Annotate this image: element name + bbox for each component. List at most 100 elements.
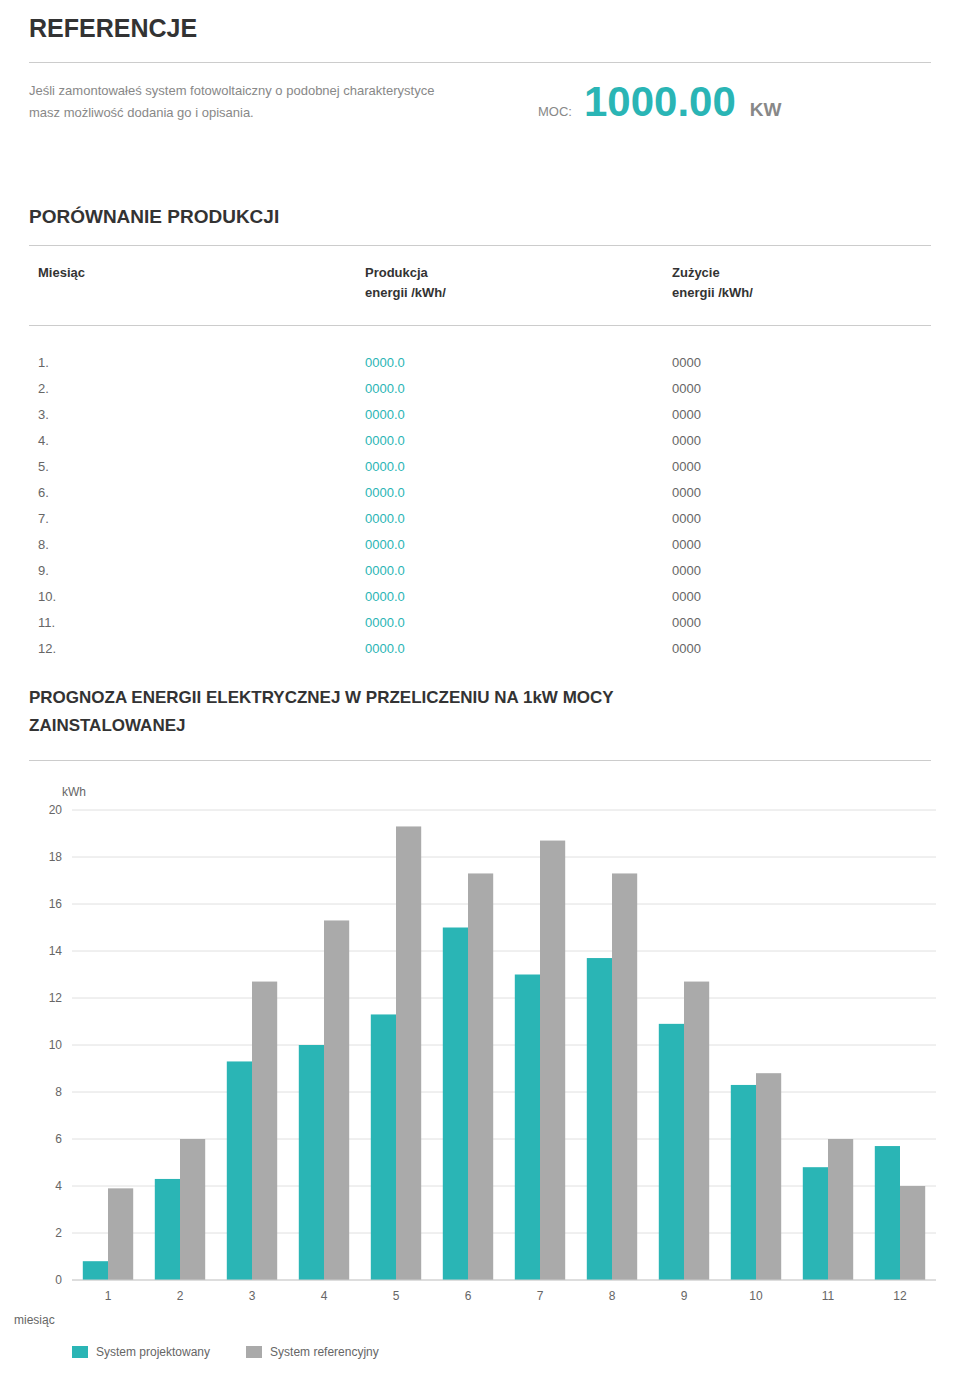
grid bbox=[72, 810, 936, 1280]
table-header: Produkcja energii /kWh/ bbox=[365, 263, 446, 302]
divider bbox=[29, 760, 931, 761]
bar bbox=[803, 1167, 828, 1280]
grid-line bbox=[72, 904, 936, 905]
section-title: PROGNOZA ENERGII ELEKTRYCZNEJ W PRZELICZ… bbox=[29, 688, 614, 708]
table-cell: 5. bbox=[38, 454, 49, 480]
power-label: MOC: bbox=[538, 104, 572, 119]
grid-line bbox=[72, 1280, 936, 1281]
grid-line bbox=[72, 998, 936, 999]
table-cell: 10. bbox=[38, 584, 56, 610]
table-cell: 3. bbox=[38, 402, 49, 428]
legend-label: System referencyjny bbox=[270, 1345, 379, 1359]
bar bbox=[299, 1045, 324, 1280]
y-tick-label: 12 bbox=[49, 991, 63, 1005]
x-tick-label: 3 bbox=[249, 1289, 256, 1303]
x-tick-label: 1 bbox=[105, 1289, 112, 1303]
y-axis-label: kWh bbox=[62, 785, 86, 799]
y-tick-label: 4 bbox=[55, 1179, 62, 1193]
table-cell: 9. bbox=[38, 558, 49, 584]
power-value: 1000.00 bbox=[584, 78, 736, 126]
table-cell: 2. bbox=[38, 376, 49, 402]
table-cell: 6. bbox=[38, 480, 49, 506]
bar bbox=[324, 920, 349, 1280]
bar bbox=[468, 873, 493, 1280]
x-tick-label: 10 bbox=[749, 1289, 763, 1303]
table-cell: 0000.0 bbox=[365, 402, 405, 428]
grid-line bbox=[72, 857, 936, 858]
y-tick-label: 14 bbox=[49, 944, 63, 958]
y-tick-label: 8 bbox=[55, 1085, 62, 1099]
y-tick-label: 20 bbox=[49, 803, 63, 817]
power-unit: KW bbox=[750, 99, 782, 121]
table-cell: 0000 bbox=[672, 532, 701, 558]
table-cell: 0000 bbox=[672, 376, 701, 402]
page-title: REFERENCJE bbox=[29, 14, 197, 43]
divider bbox=[29, 62, 931, 63]
table-header: Zużycie energii /kWh/ bbox=[672, 263, 753, 302]
legend-item: System referencyjny bbox=[246, 1345, 379, 1359]
bar bbox=[659, 1024, 684, 1280]
x-tick-label: 6 bbox=[465, 1289, 472, 1303]
bar bbox=[875, 1146, 900, 1280]
y-tick-label: 10 bbox=[49, 1038, 63, 1052]
subtitle: Jeśli zamontowałeś system fotowoltaiczny… bbox=[29, 80, 434, 124]
table-cell: 0000 bbox=[672, 584, 701, 610]
table-cell: 0000 bbox=[672, 350, 701, 376]
bar bbox=[155, 1179, 180, 1280]
section-title: ZAINSTALOWANEJ bbox=[29, 716, 185, 736]
table-cell: 0000.0 bbox=[365, 376, 405, 402]
legend-swatch bbox=[72, 1346, 88, 1358]
bar bbox=[371, 1014, 396, 1280]
x-tick-label: 12 bbox=[893, 1289, 907, 1303]
table-header: Miesiąc bbox=[38, 263, 85, 283]
table-cell: 12. bbox=[38, 636, 56, 662]
table-cell: 0000.0 bbox=[365, 350, 405, 376]
table-cell: 0000 bbox=[672, 480, 701, 506]
table-cell: 4. bbox=[38, 428, 49, 454]
bar bbox=[252, 982, 277, 1280]
table-cell: 0000.0 bbox=[365, 558, 405, 584]
x-tick-label: 9 bbox=[681, 1289, 688, 1303]
table-cell: 7. bbox=[38, 506, 49, 532]
y-tick-label: 18 bbox=[49, 850, 63, 864]
table-cell: 0000 bbox=[672, 636, 701, 662]
x-tick-label: 5 bbox=[393, 1289, 400, 1303]
divider bbox=[29, 245, 931, 246]
bar bbox=[612, 873, 637, 1280]
bar bbox=[540, 841, 565, 1280]
x-axis-label: miesiąc bbox=[14, 1313, 55, 1327]
divider bbox=[29, 325, 931, 326]
table-cell: 0000 bbox=[672, 428, 701, 454]
table-cell: 0000 bbox=[672, 506, 701, 532]
table-cell: 0000.0 bbox=[365, 480, 405, 506]
power-box: MOC: 1000.00 KW bbox=[538, 78, 781, 126]
table-cell: 1. bbox=[38, 350, 49, 376]
table-cell: 0000 bbox=[672, 454, 701, 480]
y-tick-label: 0 bbox=[55, 1273, 62, 1287]
x-tick-label: 7 bbox=[537, 1289, 544, 1303]
grid-line bbox=[72, 810, 936, 811]
table-cell: 0000 bbox=[672, 610, 701, 636]
bar bbox=[443, 928, 468, 1281]
y-tick-label: 16 bbox=[49, 897, 63, 911]
x-tick-label: 2 bbox=[177, 1289, 184, 1303]
grid-line bbox=[72, 1092, 936, 1093]
bar bbox=[828, 1139, 853, 1280]
table-cell: 0000.0 bbox=[365, 584, 405, 610]
x-tick-label: 4 bbox=[321, 1289, 328, 1303]
table-cell: 8. bbox=[38, 532, 49, 558]
grid-line bbox=[72, 1045, 936, 1046]
table-cell: 0000 bbox=[672, 558, 701, 584]
table-cell: 0000 bbox=[672, 402, 701, 428]
x-axis-line bbox=[72, 1280, 936, 1281]
bar bbox=[83, 1261, 108, 1280]
legend-swatch bbox=[246, 1346, 262, 1358]
grid-line bbox=[72, 951, 936, 952]
y-tick-label: 2 bbox=[55, 1226, 62, 1240]
table-cell: 11. bbox=[38, 610, 55, 636]
x-tick-label: 8 bbox=[609, 1289, 616, 1303]
table-cell: 0000.0 bbox=[365, 610, 405, 636]
table-cell: 0000.0 bbox=[365, 454, 405, 480]
section-title: PORÓWNANIE PRODUKCJI bbox=[29, 206, 279, 228]
x-tick-label: 11 bbox=[822, 1289, 835, 1303]
